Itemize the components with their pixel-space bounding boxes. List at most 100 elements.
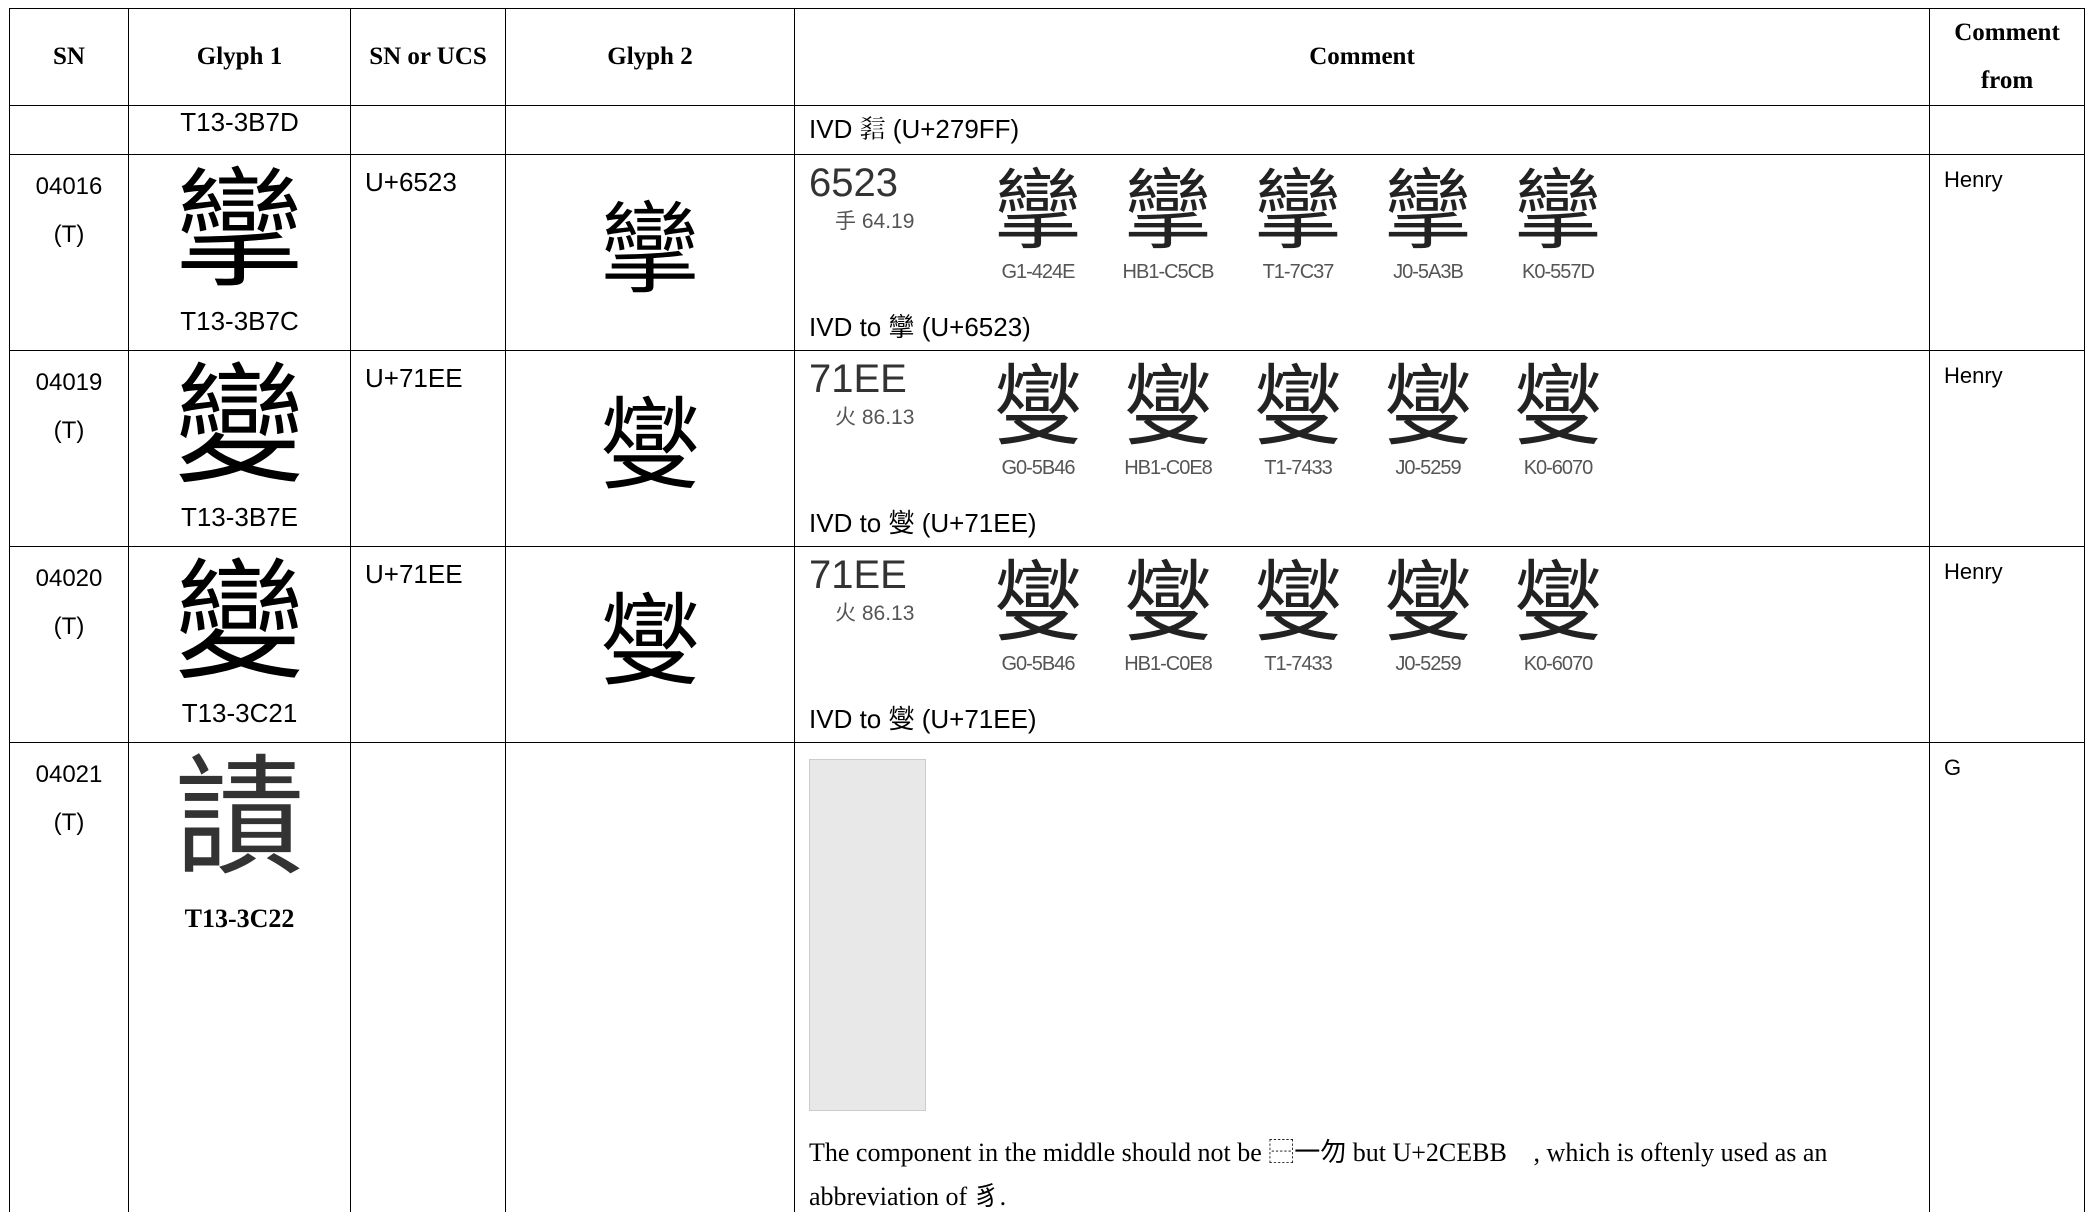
glyph: 燮 — [1383, 553, 1472, 652]
scan-image — [809, 759, 926, 1111]
sn: 04019 — [35, 369, 103, 396]
source-glyph: 燮 HB1-C0E8 — [1103, 357, 1233, 480]
header-cell: Comment from — [1929, 8, 2085, 106]
glyph: 燮 — [1513, 357, 1602, 456]
from-cell: Henry — [1929, 154, 2085, 351]
comment-from: Henry — [1944, 559, 2003, 584]
glyph1-cell: T13-3B7D — [128, 105, 351, 155]
table-row: 04016 (T) 攣 T13-3B7C U+6523 攣 6523 手 64.19 攣 G1-4… — [9, 154, 2085, 351]
source-label: HB1-C5CB — [1122, 261, 1215, 283]
comment-from: Henry — [1944, 167, 2003, 192]
source-glyph: 燮 T1-7433 — [1233, 357, 1363, 480]
sn: 04021 — [35, 761, 103, 788]
glyph1-code: T13-3B7E — [180, 502, 299, 532]
ucs: U+6523 — [365, 167, 457, 197]
source-glyph: 燮 HB1-C0E8 — [1103, 553, 1233, 676]
glyph2-cell: 燮 — [505, 350, 795, 547]
glyph2-cell: 攣 — [505, 154, 795, 351]
glyph: 燮 — [1123, 357, 1212, 456]
comment-from: Henry — [1944, 363, 2003, 388]
glyph1-code: T13-3B7C — [180, 306, 299, 336]
source-label: HB1-C0E8 — [1124, 653, 1213, 675]
ucs-cell: U+6523 — [350, 154, 506, 351]
glyph: 燮 — [1253, 553, 1342, 652]
source-glyph: 攣 J0-5A3B — [1363, 161, 1493, 284]
source-label: K0-6070 — [1523, 457, 1594, 479]
source-label: G0-5B46 — [1001, 457, 1075, 479]
glyph: 燮 — [1383, 357, 1472, 456]
glyph2: 燮 — [600, 390, 700, 502]
from-cell: Henry — [1929, 350, 2085, 547]
sn-sub: (T) — [53, 809, 85, 836]
source-glyph: 攣 T1-7C37 — [1233, 161, 1363, 284]
from-cell: G — [1929, 742, 2085, 1212]
header-cell: Glyph 2 — [505, 8, 795, 106]
glyph1: 變 — [174, 350, 305, 502]
sn-sub: (T) — [53, 221, 85, 248]
table-row: 04021 (T) 謮 T13-3C22 The component in the mi… — [9, 742, 2085, 1212]
sn-cell: 04020 (T) — [9, 546, 129, 743]
sn-cell — [9, 105, 129, 155]
glyph: 攣 — [1383, 161, 1472, 260]
comment: IVD to 攣 (U+6523) — [809, 312, 1031, 342]
comment: IVD to 燮 (U+71EE) — [809, 508, 1037, 538]
source-glyph: 攣 K0-557D — [1493, 161, 1623, 284]
glyph2-cell — [505, 105, 795, 155]
source-label: J0-5259 — [1395, 457, 1461, 479]
table-row: 04019 (T) 變 T13-3B7E U+71EE 燮 71EE 火 86.13 燮 G0-5… — [9, 350, 2085, 547]
review-table: SN Glyph 1 SN or UCS Glyph 2 Comment Comment … — [9, 8, 2085, 1212]
code-point: 71EE — [809, 357, 907, 401]
sn: 04020 — [35, 565, 103, 592]
evidence-strip: 71EE 火 86.13 燮 G0-5B46 燮 HB1-C0E8 燮 T1-7433 燮 J0-… — [809, 357, 1915, 503]
glyph1: 謮 — [174, 742, 305, 894]
ucs-cell — [350, 742, 506, 1212]
glyph1-code: T13-3C21 — [181, 698, 298, 728]
glyph: 燮 — [993, 553, 1082, 652]
radical: 手 64.19 — [835, 210, 915, 233]
sn-cell: 04016 (T) — [9, 154, 129, 351]
ucs-cell — [350, 105, 506, 155]
source-label: T1-7433 — [1264, 653, 1333, 675]
source-glyph: 燮 G0-5B46 — [973, 357, 1103, 480]
glyph: 燮 — [1513, 553, 1602, 652]
source-glyph: 燮 K0-6070 — [1493, 553, 1623, 676]
code-point: 6523 — [809, 161, 898, 205]
source-label: G1-424E — [1001, 261, 1075, 283]
source-label: J0-5259 — [1395, 653, 1461, 675]
header-cell: Glyph 1 — [128, 8, 351, 106]
sn-cell: 04021 (T) — [9, 742, 129, 1212]
evidence-code: 71EE 火 86.13 — [809, 357, 973, 431]
comment: The component in the middle should not b… — [809, 1138, 1828, 1211]
source-glyph: 攣 G1-424E — [973, 161, 1103, 284]
evidence-code: 71EE 火 86.13 — [809, 553, 973, 627]
source-glyph: 燮 T1-7433 — [1233, 553, 1363, 676]
glyph1: 變 — [174, 546, 305, 698]
glyph: 攣 — [1513, 161, 1602, 260]
sn-sub: (T) — [53, 613, 85, 640]
header-cell: SN — [9, 8, 129, 106]
table-row: T13-3B7D IVD 𧧿 (U+279FF) — [9, 105, 2085, 155]
ucs: U+71EE — [365, 559, 463, 589]
glyph: 燮 — [1253, 357, 1342, 456]
comment: IVD 𧧿 (U+279FF) — [809, 114, 1020, 144]
glyph: 燮 — [993, 357, 1082, 456]
comment-from: G — [1944, 755, 1962, 780]
code-point: 71EE — [809, 553, 907, 597]
glyph1-cell: 謮 T13-3C22 — [128, 742, 351, 1212]
table-row: 04020 (T) 變 T13-3C21 U+71EE 燮 71EE 火 86.13 燮 G0-5… — [9, 546, 2085, 743]
ucs-cell: U+71EE — [350, 546, 506, 743]
glyph1-code: T13-3C22 — [184, 904, 295, 933]
glyph2: 燮 — [600, 586, 700, 698]
glyph: 燮 — [1123, 553, 1212, 652]
source-glyph: 攣 HB1-C5CB — [1103, 161, 1233, 284]
source-label: T1-7433 — [1264, 457, 1333, 479]
comment-cell: 6523 手 64.19 攣 G1-424E 攣 HB1-C5CB 攣 T1-7C37 攣 J0-… — [794, 154, 1930, 351]
ucs-cell: U+71EE — [350, 350, 506, 547]
sn-sub: (T) — [53, 417, 85, 444]
radical: 火 86.13 — [835, 406, 915, 429]
glyph1-cell: 變 T13-3B7E — [128, 350, 351, 547]
source-glyph: 燮 G0-5B46 — [973, 553, 1103, 676]
glyph: 攣 — [1123, 161, 1212, 260]
comment: IVD to 燮 (U+71EE) — [809, 704, 1037, 734]
